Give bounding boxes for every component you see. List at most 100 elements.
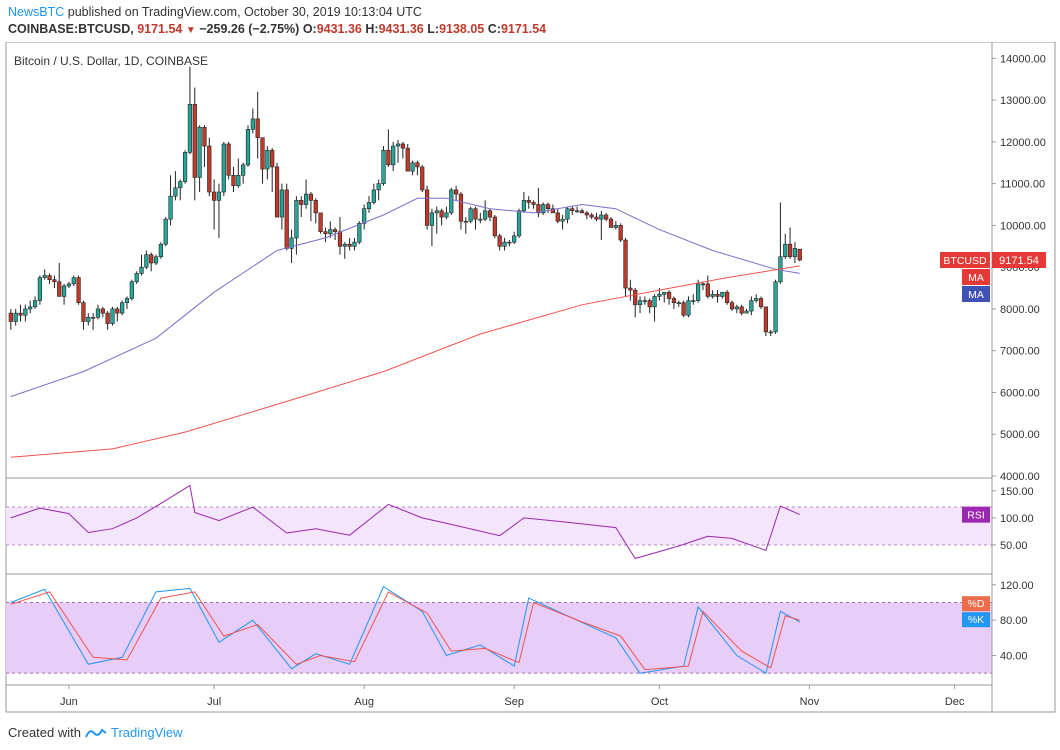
candle-body (773, 281, 778, 333)
candle-body (270, 149, 275, 168)
price-tick-label: 5000.00 (1000, 429, 1040, 441)
ohlc-header: COINBASE:BTCUSD, 9171.54 ▼ −259.26 (−2.7… (8, 22, 546, 36)
candle-body (633, 289, 638, 306)
last-price-value-text: 9171.54 (999, 255, 1039, 267)
candle-body (560, 218, 565, 222)
candle-body (18, 312, 23, 316)
low-value: 9138.05 (439, 22, 485, 36)
ma-fast-tag-text: MA (968, 289, 984, 301)
candle-body (362, 208, 367, 224)
stoch-k-line (10, 585, 801, 674)
candle-body (710, 294, 715, 297)
rsi-tick-label: 100.00 (1000, 513, 1034, 525)
candle-body (61, 285, 67, 297)
published-text: published on TradingView.com, October 30… (67, 5, 422, 19)
candle-body (284, 189, 289, 249)
candle-body (507, 241, 512, 244)
candle-body (468, 208, 473, 222)
candle-body (686, 300, 691, 316)
candle-body (454, 189, 459, 195)
candle-body (366, 202, 372, 210)
stoch-band (6, 602, 992, 674)
time-tick-label: Sep (504, 696, 524, 708)
candle-body (681, 302, 686, 316)
candle-body (652, 296, 657, 308)
candle-body (13, 312, 18, 322)
candle-body (333, 229, 338, 232)
candle-body (787, 243, 793, 258)
candle-body (86, 316, 91, 322)
rsi-tag (962, 506, 990, 523)
ma-slow-tag (962, 269, 990, 286)
candle-body (168, 195, 173, 220)
candle-body (32, 300, 38, 308)
stoch-d-tag (962, 596, 990, 612)
publisher-name[interactable]: NewsBTC (8, 5, 65, 19)
candle-body (618, 225, 623, 241)
ma-fast-line (10, 197, 800, 398)
candle-body (637, 300, 643, 306)
candle-body (294, 200, 299, 239)
candle-body (52, 279, 57, 283)
ma-fast-tag (962, 286, 990, 303)
candle-body (550, 208, 556, 214)
candle-body (662, 291, 667, 295)
ma-slow-tag-text: MA (968, 272, 984, 284)
candle-body (434, 210, 439, 214)
candle-body (182, 152, 188, 182)
candle-body (502, 241, 507, 247)
candle-body (584, 212, 589, 216)
last-price: 9171.54 (137, 22, 183, 36)
stoch-k-tag (962, 612, 990, 628)
candle-body (749, 300, 754, 312)
rsi-line (10, 484, 801, 560)
stoch-tick-label: 40.00 (1000, 651, 1028, 663)
candle-body (76, 277, 81, 303)
close-label: C: (487, 22, 501, 36)
candle-body (279, 189, 284, 218)
last-price-symbol-text: BTCUSD (943, 255, 987, 267)
candle-body (541, 204, 546, 214)
price-tick-label: 14000.00 (1000, 53, 1046, 65)
candle-body (642, 300, 647, 302)
candle-body (623, 239, 628, 289)
rsi-tick-label: 50.00 (1000, 540, 1028, 552)
candle-body (71, 277, 76, 285)
candle-body (608, 218, 614, 228)
open-value: 9431.36 (316, 22, 362, 36)
candle-body (289, 237, 294, 249)
candle-body (163, 218, 168, 245)
time-tick-label: Jun (60, 696, 78, 708)
candle-body (734, 306, 739, 310)
tradingview-brand[interactable]: TradingView (110, 725, 183, 740)
candle-body (57, 281, 62, 297)
close-value: 9171.54 (500, 22, 547, 36)
candle-body (415, 162, 420, 168)
candle-body (8, 312, 13, 322)
candle-body (792, 248, 798, 258)
candle-body (120, 302, 125, 314)
pane-separators (6, 42, 993, 712)
candle-body (212, 191, 217, 201)
candle-body (105, 312, 110, 324)
candle-body (516, 210, 522, 237)
candle-body (28, 306, 33, 310)
chart-frame (5, 42, 1056, 713)
stoch-tick-label: 120.00 (1000, 580, 1034, 592)
candle-body (37, 277, 42, 301)
candle-body (647, 300, 652, 308)
candle-body (492, 216, 497, 237)
candle-body (95, 308, 101, 318)
price-chart[interactable]: 14000.00 13000.00 12000.00 11000.00 10000.00… (0, 42, 1060, 716)
candle-body (376, 183, 381, 191)
time-tick-label: Jul (207, 696, 221, 708)
candle-body (531, 202, 536, 205)
candle-body (536, 204, 541, 214)
candle-body (483, 210, 488, 220)
open-label: O: (302, 22, 317, 36)
price-change: −259.26 (−2.75%) (199, 22, 300, 36)
candle-body (207, 145, 212, 193)
lines-layer (10, 197, 801, 674)
candle-body (671, 298, 677, 303)
candle-body (100, 308, 105, 314)
